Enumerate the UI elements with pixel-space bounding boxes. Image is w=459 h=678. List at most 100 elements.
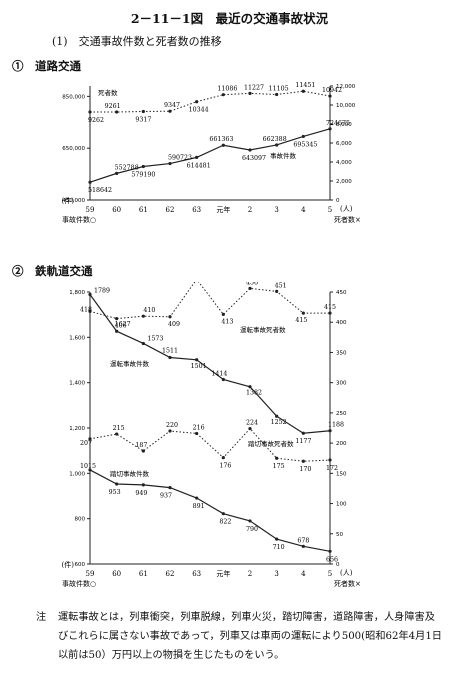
data-label: 724675 [326,120,350,127]
data-label: 1382 [246,390,262,397]
data-label: 456 [246,282,258,286]
data-label: 1789 [94,287,110,294]
data-label: 518642 [88,187,112,194]
x-tick-label: 3 [274,206,278,214]
data-label: 552788 [115,164,139,171]
figure-title: 2－11－1図 最近の交通事故状況 [130,11,329,26]
data-label: 409 [168,321,180,328]
data-label: 1511 [162,348,178,355]
data-point [301,431,305,435]
data-label: 451 [275,282,287,289]
right-tick-label: 2,000 [336,179,352,185]
data-label: 170 [299,466,311,473]
x-tick-label: 63 [192,570,201,578]
data-point [301,459,305,463]
section-road-heading: ① 道路交通 [12,59,81,73]
data-label: 661363 [209,136,233,143]
series-name: 運転事故死者数 [240,325,286,334]
left-tick-label: 1,000 [69,471,85,477]
data-point [248,427,252,431]
right-tick-label: 150 [336,471,347,477]
x-tick-label: 3 [274,570,278,578]
right-tick-label: 300 [336,381,347,387]
data-label: 579190 [131,172,155,179]
x-tick-label: 61 [139,206,148,214]
left-tick-label: 1,600 [69,335,85,341]
right-tick-label: 4,000 [336,160,352,166]
data-point [328,127,332,131]
x-tick-label: 4 [301,206,306,214]
data-point [195,358,199,362]
data-point [275,92,279,97]
data-point [275,537,279,541]
x-tick-label: 元年 [216,205,230,214]
data-point [275,414,279,418]
data-label: 656 [326,556,338,563]
x-unit-right-label: 死者数× [334,215,361,224]
data-label: 10344 [189,107,209,114]
x-tick-label: 62 [166,206,175,214]
left-tick-label: 1,800 [69,290,85,296]
x-tick-label: 元年 [216,569,230,578]
data-label: 790 [246,526,258,533]
right-tick-label: 350 [336,350,347,356]
data-point [301,311,305,315]
left-axis-unit: (件) [62,560,75,569]
data-point [195,100,199,104]
data-label: 11086 [217,86,237,93]
data-label: 187 [135,442,147,449]
data-point [328,429,332,433]
data-label: 1177 [295,438,311,445]
data-label: 9347 [164,102,180,109]
right-tick-label: 450 [336,290,347,296]
right-axis-unit: (人) [340,205,353,213]
data-label: 710 [273,544,285,551]
data-label: 207 [80,440,92,447]
series-line-0 [89,294,331,434]
data-point [248,91,252,95]
right-tick-label: 250 [336,411,347,417]
data-point [221,143,225,147]
data-point [195,431,199,436]
right-tick-label: 6,000 [336,141,352,147]
x-tick-label: 59 [86,570,95,578]
data-point [88,180,92,184]
data-point [88,292,92,297]
series-name: 死者数 [98,88,118,97]
data-point [141,341,145,346]
data-point [141,483,145,487]
series-name: 事故件数 [270,151,297,160]
data-point [168,355,172,360]
data-point [141,449,145,453]
series-name: 踏切事故件数 [110,469,150,478]
data-label: 891 [193,503,205,510]
data-point [248,519,252,523]
data-label: 410 [143,307,155,314]
data-point [275,456,279,460]
data-point [88,468,92,472]
data-point [141,109,145,114]
data-label: 175 [273,463,285,470]
x-tick-label: 2 [248,206,252,214]
data-point [88,110,92,114]
data-point [275,143,279,147]
data-point [221,93,225,97]
x-tick-label: 60 [112,206,121,214]
data-label: 176 [219,463,231,470]
data-point [221,456,225,460]
data-point [328,549,332,553]
data-label: 415 [295,317,307,324]
data-point [115,482,119,486]
data-point [168,315,172,319]
data-label: 220 [166,422,178,429]
data-point [115,329,119,333]
right-tick-label: 10,000 [336,103,356,109]
left-tick-label: 1,400 [69,381,85,387]
data-point [168,429,172,433]
data-label: 614481 [187,162,211,169]
left-axis-unit: (件) [62,196,75,205]
data-label: 172 [326,465,338,472]
data-label: 415 [324,304,336,311]
x-tick-label: 63 [192,206,201,214]
series-line-3 [89,427,331,462]
